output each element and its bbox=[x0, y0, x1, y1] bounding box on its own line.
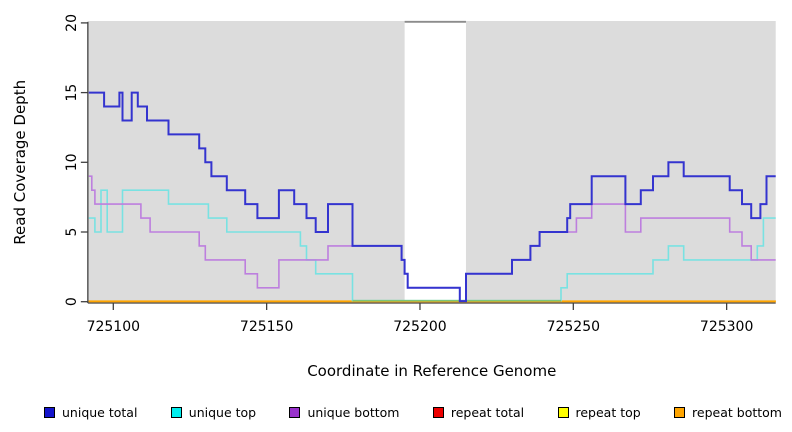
legend-swatch-icon bbox=[674, 406, 686, 418]
y-tick-label: 5 bbox=[64, 228, 80, 237]
x-axis-title: Coordinate in Reference Genome bbox=[307, 362, 556, 380]
legend-swatch-icon bbox=[289, 406, 301, 418]
legend: unique total unique top unique bottom repea… bbox=[44, 400, 782, 424]
y-tick-label: 10 bbox=[64, 153, 80, 171]
legend-label: repeat bottom bbox=[692, 404, 782, 420]
legend-label: unique bottom bbox=[307, 404, 400, 420]
x-tick-label: 725250 bbox=[547, 319, 600, 335]
mask-band bbox=[404, 22, 466, 302]
legend-item-repeat-total: repeat total bbox=[432, 404, 525, 420]
legend-label: repeat total bbox=[450, 404, 525, 420]
y-axis-title: Read Coverage Depth bbox=[11, 80, 29, 245]
y-tick-label: 0 bbox=[64, 297, 80, 306]
legend-item-unique-total: unique total bbox=[44, 405, 137, 420]
legend-label: unique total bbox=[62, 404, 138, 420]
legend-swatch-icon bbox=[44, 406, 55, 418]
x-tick-label: 725200 bbox=[393, 319, 446, 335]
legend-item-unique-bottom: unique bottom bbox=[289, 404, 400, 420]
y-tick-label: 15 bbox=[64, 84, 80, 102]
legend-label: repeat top bbox=[575, 404, 641, 420]
legend-item-repeat-top: repeat top bbox=[557, 404, 641, 420]
x-tick-label: 725100 bbox=[87, 319, 140, 335]
x-tick-label: 725300 bbox=[700, 319, 753, 335]
coverage-chart: 0 5 10 15 20 725100 725150 725200 725250 725300 Re… bbox=[11, 14, 776, 380]
legend-item-repeat-bottom: repeat bottom bbox=[674, 405, 782, 420]
legend-item-unique-top: unique top bbox=[170, 404, 257, 420]
series-unique-total bbox=[88, 91, 776, 303]
x-tick-label: 725150 bbox=[240, 319, 293, 335]
legend-swatch-icon bbox=[557, 406, 569, 418]
legend-swatch-icon bbox=[170, 406, 182, 418]
legend-label: unique top bbox=[188, 404, 257, 420]
y-tick-label: 20 bbox=[64, 14, 80, 32]
legend-swatch-icon bbox=[432, 406, 444, 418]
